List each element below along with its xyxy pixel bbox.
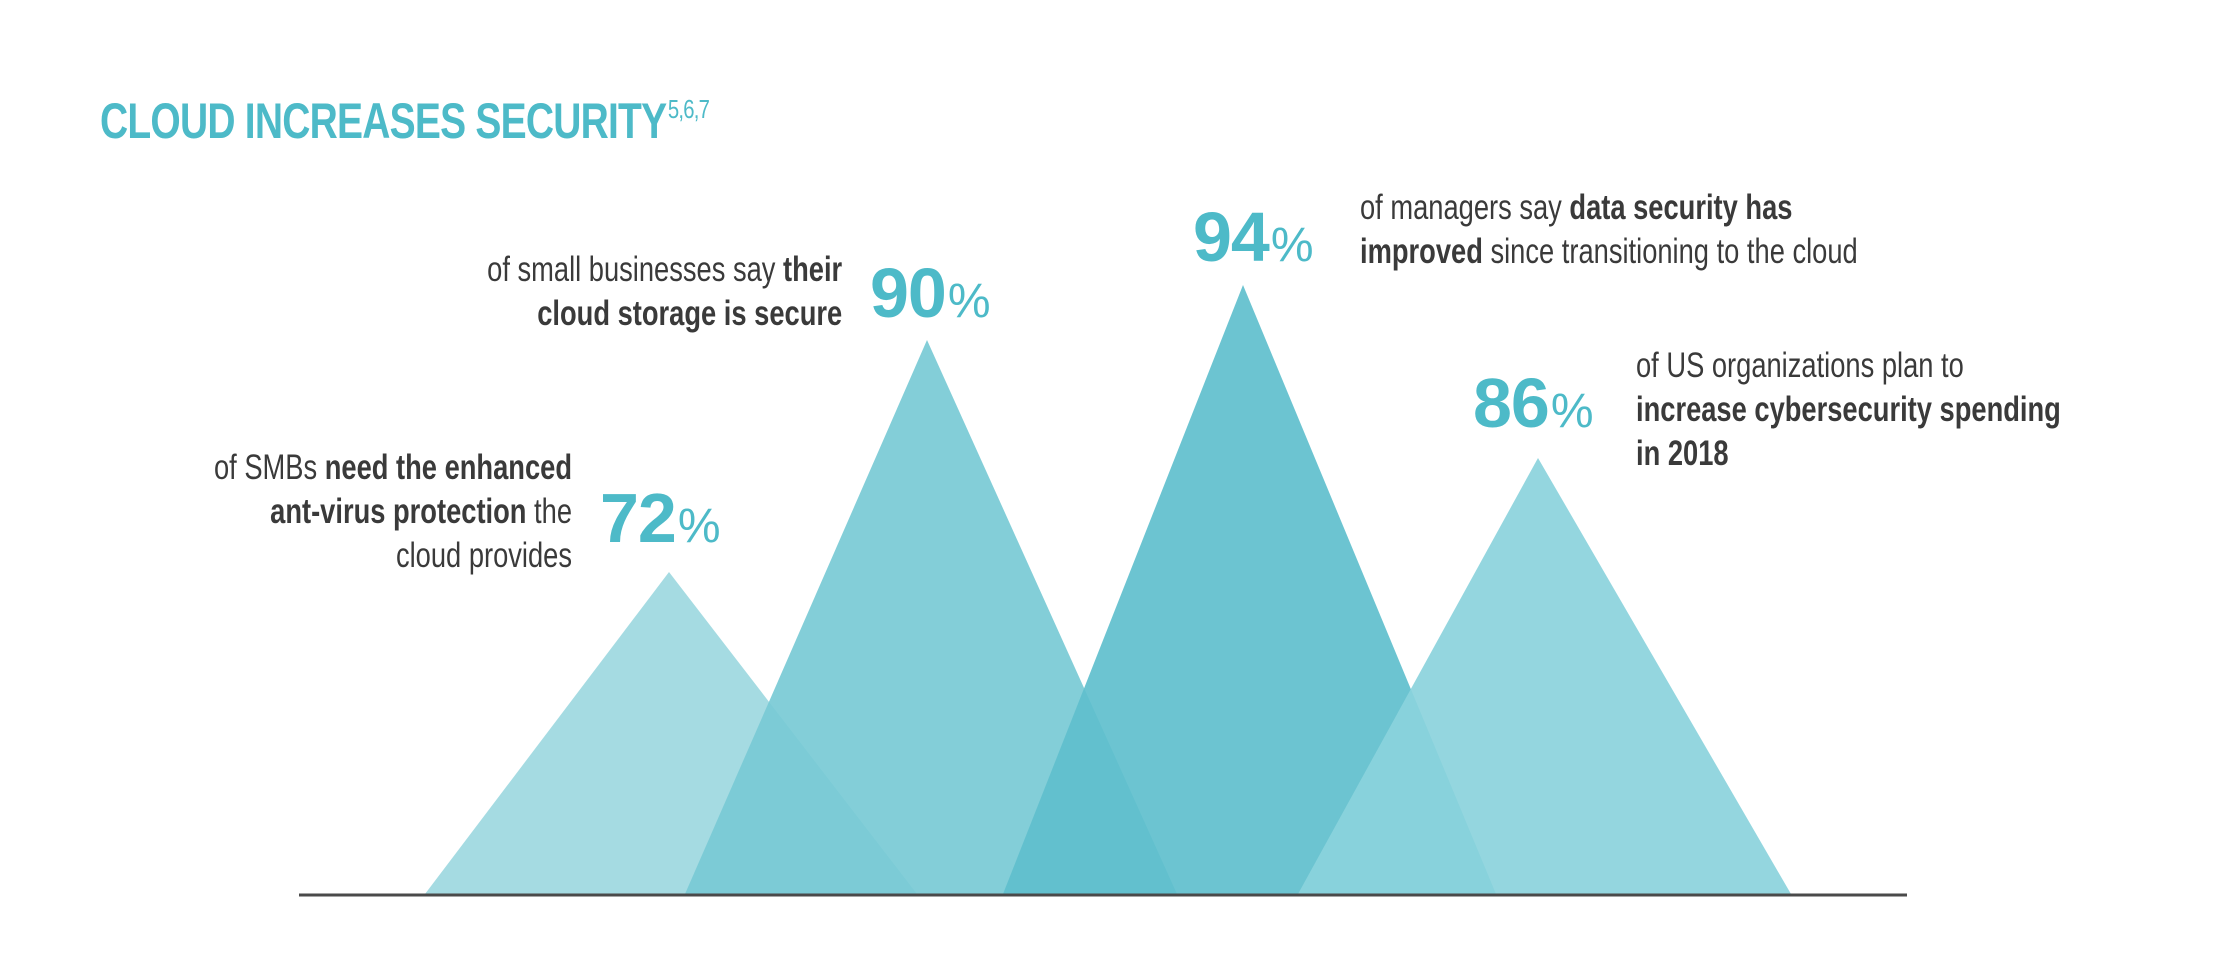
desc-bold: cloud storage is secure bbox=[537, 294, 842, 333]
title-text: CLOUD INCREASES SECURITY bbox=[100, 93, 667, 149]
desc-bold: their bbox=[782, 250, 842, 289]
percent-sign: % bbox=[677, 500, 721, 553]
desc-text: of small businesses say bbox=[486, 250, 783, 289]
stat-value-86: 86% bbox=[1473, 368, 1594, 438]
percent-sign: % bbox=[1270, 219, 1314, 272]
stat-value-94: 94% bbox=[1193, 202, 1314, 272]
percent-sign: % bbox=[947, 275, 991, 328]
stat-number: 94 bbox=[1193, 198, 1270, 276]
desc-text: the bbox=[526, 492, 572, 531]
stat-description-90: of small businesses say their cloud stor… bbox=[487, 248, 842, 336]
stat-value-90: 90% bbox=[870, 258, 991, 328]
percent-sign: % bbox=[1550, 385, 1594, 438]
stat-description-86: of US organizations plan to increase cyb… bbox=[1636, 344, 2061, 476]
peak-triangle-94 bbox=[1003, 285, 1496, 894]
desc-bold: need the enhanced bbox=[324, 448, 572, 487]
stat-number: 86 bbox=[1473, 364, 1550, 442]
desc-bold: improved bbox=[1360, 232, 1483, 271]
desc-text: since transitioning to the cloud bbox=[1482, 232, 1858, 271]
stat-number: 90 bbox=[870, 254, 947, 332]
stat-description-72: of SMBs need the enhanced ant-virus prot… bbox=[214, 446, 572, 578]
desc-bold: ant-virus protection bbox=[270, 492, 527, 531]
stat-description-94: of managers say data security has improv… bbox=[1360, 186, 1858, 274]
desc-text: cloud provides bbox=[395, 536, 572, 575]
desc-text: of US organizations plan to bbox=[1636, 346, 1964, 385]
desc-bold: increase cybersecurity spending bbox=[1636, 390, 2061, 429]
stat-value-72: 72% bbox=[600, 483, 721, 553]
chart-title: CLOUD INCREASES SECURITY5,6,7 bbox=[100, 92, 710, 150]
peak-triangle-86 bbox=[1298, 458, 1791, 894]
desc-text: of managers say bbox=[1360, 188, 1570, 227]
desc-text: of SMBs bbox=[213, 448, 325, 487]
desc-bold: in 2018 bbox=[1636, 434, 1729, 473]
desc-bold: data security has bbox=[1569, 188, 1793, 227]
peak-triangle-90 bbox=[685, 340, 1177, 894]
stat-number: 72 bbox=[600, 479, 677, 557]
title-footnote-refs: 5,6,7 bbox=[667, 94, 710, 124]
